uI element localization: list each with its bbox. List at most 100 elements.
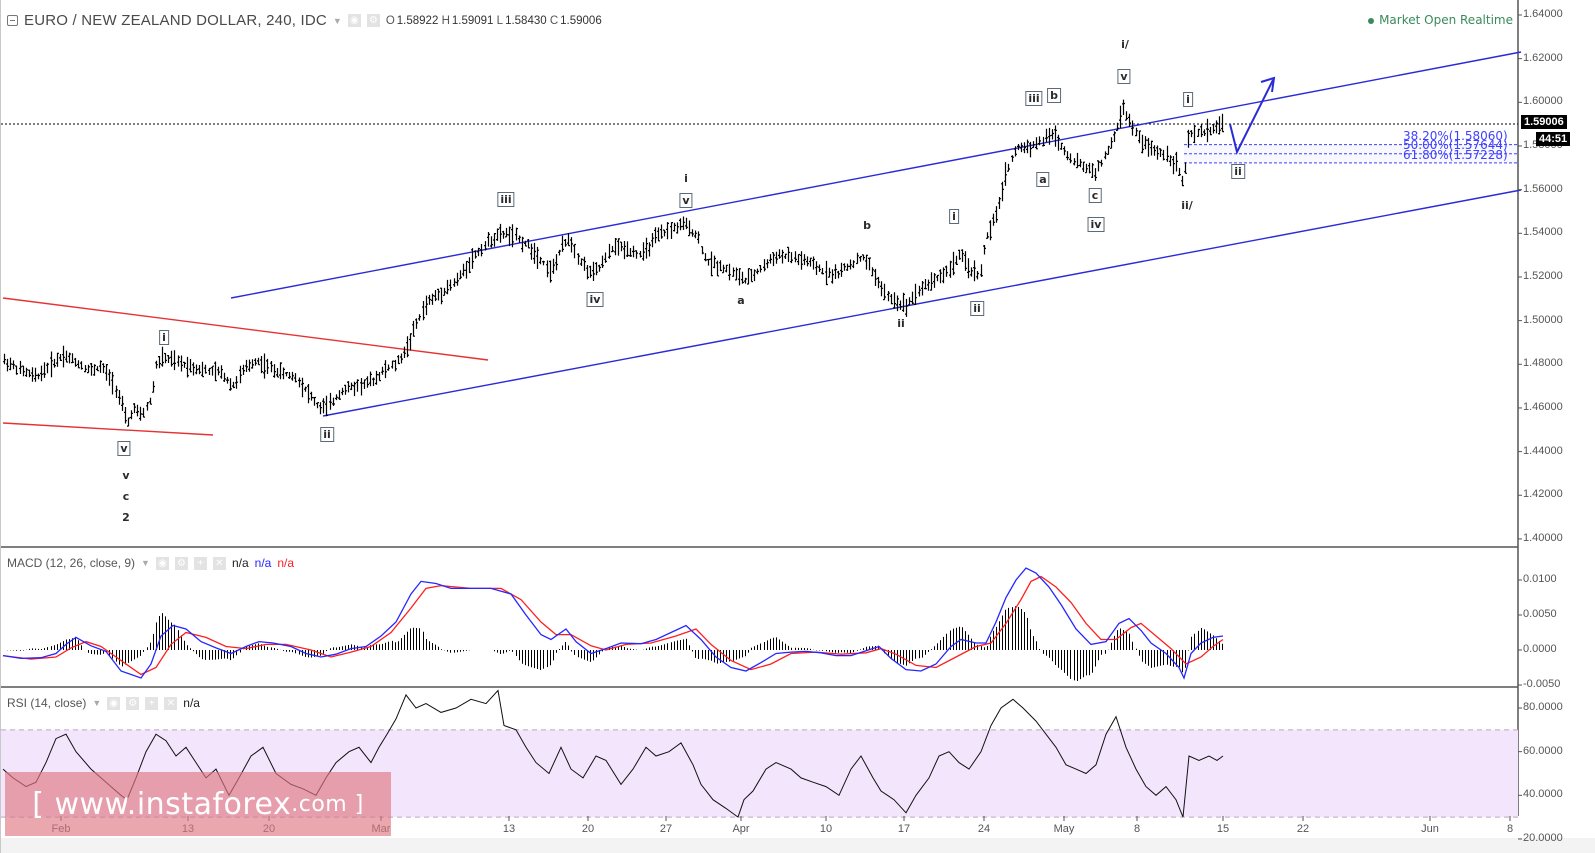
wave-label[interactable]: ii (320, 427, 334, 442)
date-tick: 22 (1296, 823, 1310, 835)
wave-label[interactable]: v (1117, 69, 1131, 84)
date-tick: 10 (819, 823, 833, 835)
wave-label[interactable]: i (159, 330, 169, 345)
channel-line-upper_blue (230, 51, 1522, 299)
macd-line-value: n/a (254, 556, 272, 570)
wave-label[interactable]: iv (586, 292, 604, 307)
wave-label[interactable]: ii/ (1181, 199, 1193, 212)
ohlc-values: O 1.58922 H 1.59091 L 1.58430 C 1.59006 (386, 15, 602, 27)
plus-icon[interactable]: + (193, 556, 207, 570)
price-tick: 1.64000 (1523, 8, 1563, 20)
macd-tick: -0.0050 (1523, 678, 1561, 690)
close-icon[interactable]: ✕ (164, 696, 178, 710)
open-label: O (385, 14, 395, 27)
date-tick: Apr (732, 823, 750, 835)
visibility-eye-icon[interactable]: ◉ (347, 14, 361, 27)
price-tick: 1.60000 (1523, 95, 1563, 108)
rsi-line (2, 689, 1224, 818)
wave-label[interactable]: v (117, 441, 131, 456)
visibility-eye-icon[interactable]: ◉ (107, 696, 121, 710)
macd-label[interactable]: MACD (12, 26, close, 9) (7, 556, 136, 570)
wave-label[interactable]: a (1036, 172, 1050, 187)
wave-label[interactable]: a (737, 294, 745, 307)
gear-icon[interactable]: ⚙ (174, 556, 188, 570)
gear-icon[interactable]: ⚙ (366, 14, 380, 27)
visibility-eye-icon[interactable]: ◉ (155, 556, 169, 570)
rsi-legend: RSI (14, close) ▼ ◉ ⚙ + ✕ n/a (7, 696, 200, 710)
wave-label[interactable]: v (122, 469, 130, 482)
macd-tick: 0.0100 (1523, 573, 1557, 585)
date-tick: 8 (1506, 823, 1514, 835)
macd-signal-line (2, 575, 1224, 676)
rsi-tick: 80.0000 (1523, 701, 1563, 713)
macd-histogram-value: n/a (231, 556, 249, 570)
wave-label[interactable]: iv (1087, 217, 1105, 232)
date-tick: 17 (897, 823, 911, 835)
high-label: H (441, 14, 450, 27)
rsi-tick: 20.0000 (1523, 831, 1563, 844)
wave-label[interactable]: b (863, 219, 871, 232)
wave-label[interactable]: i/ (1121, 38, 1129, 51)
fib-level-382: 38.20%(1.58060) (1403, 129, 1508, 143)
macd-line (2, 567, 1224, 680)
price-tick: 1.48000 (1523, 357, 1563, 370)
date-tick: 15 (1216, 823, 1230, 835)
wave-label[interactable]: ii (1231, 164, 1245, 179)
low-value: 1.58430 (505, 14, 547, 27)
wave-label[interactable]: 2 (122, 511, 130, 524)
channel-line-lower_blue (322, 189, 1522, 417)
wave-label[interactable]: v (679, 193, 693, 208)
date-tick: May (1053, 823, 1075, 835)
macd-legend: MACD (12, 26, close, 9) ▼ ◉ ⚙ + ✕ n/a n/… (7, 556, 294, 570)
wave-label[interactable]: ii (970, 301, 984, 316)
wave-label[interactable]: c (1088, 188, 1102, 203)
rsi-tick: 60.0000 (1523, 744, 1563, 757)
watermark-text: [ www.instaforex (32, 786, 292, 822)
channel-line-red_lower (2, 422, 214, 436)
last-price-tag: 1.59006 (1521, 115, 1567, 129)
price-tick: 1.46000 (1523, 400, 1563, 413)
gear-icon[interactable]: ⚙ (126, 696, 140, 710)
status-dot-icon (1368, 17, 1375, 24)
wave-label[interactable]: i (684, 172, 688, 185)
wave-label[interactable]: i (949, 209, 959, 224)
high-value: 1.59091 (451, 14, 494, 27)
low-label: L (496, 14, 504, 27)
wave-label[interactable]: c (122, 490, 130, 503)
fib-zone (1184, 144, 1518, 163)
wave-label[interactable]: i (1183, 92, 1193, 107)
date-tick: 13 (502, 823, 516, 835)
plus-icon[interactable]: + (145, 696, 159, 710)
wave-label[interactable]: ii (897, 317, 905, 330)
close-value: 1.59006 (560, 14, 602, 27)
date-tick: 8 (1133, 823, 1141, 835)
date-tick: 24 (977, 823, 991, 835)
rsi-tick: 40.0000 (1523, 788, 1563, 801)
chevron-down-icon[interactable]: ▼ (92, 698, 102, 708)
wave-label[interactable]: iii (497, 192, 515, 207)
price-tick: 1.56000 (1523, 182, 1563, 195)
price-tick: 1.44000 (1523, 444, 1563, 457)
price-bars (3, 99, 1224, 427)
close-icon[interactable]: ✕ (212, 556, 226, 570)
chevron-down-icon[interactable]: ▼ (141, 558, 150, 568)
price-tick: 1.62000 (1523, 51, 1563, 64)
channel-line-red_upper (2, 297, 489, 361)
fib-level-500: 50.00%(1.57644) (1403, 138, 1508, 152)
fib-level-618: 61.80%(1.57228) (1403, 148, 1508, 162)
wave-label[interactable]: iii (1025, 91, 1043, 106)
chevron-down-icon[interactable]: ▼ (332, 15, 342, 26)
collapse-icon[interactable] (7, 15, 18, 26)
watermark-suffix: .com ] (291, 791, 364, 817)
date-tick: 20 (581, 823, 595, 835)
symbol-title[interactable]: EURO / NEW ZEALAND DOLLAR, 240, IDC (24, 12, 327, 29)
market-status-text: Market Open Realtime (1379, 13, 1513, 27)
rsi-label[interactable]: RSI (14, close) (7, 696, 87, 710)
price-tick: 1.54000 (1523, 226, 1563, 239)
open-value: 1.58922 (396, 14, 439, 27)
price-tick: 1.52000 (1523, 269, 1563, 282)
market-status: Market Open Realtime (1368, 13, 1513, 27)
wave-label[interactable]: b (1047, 88, 1061, 103)
